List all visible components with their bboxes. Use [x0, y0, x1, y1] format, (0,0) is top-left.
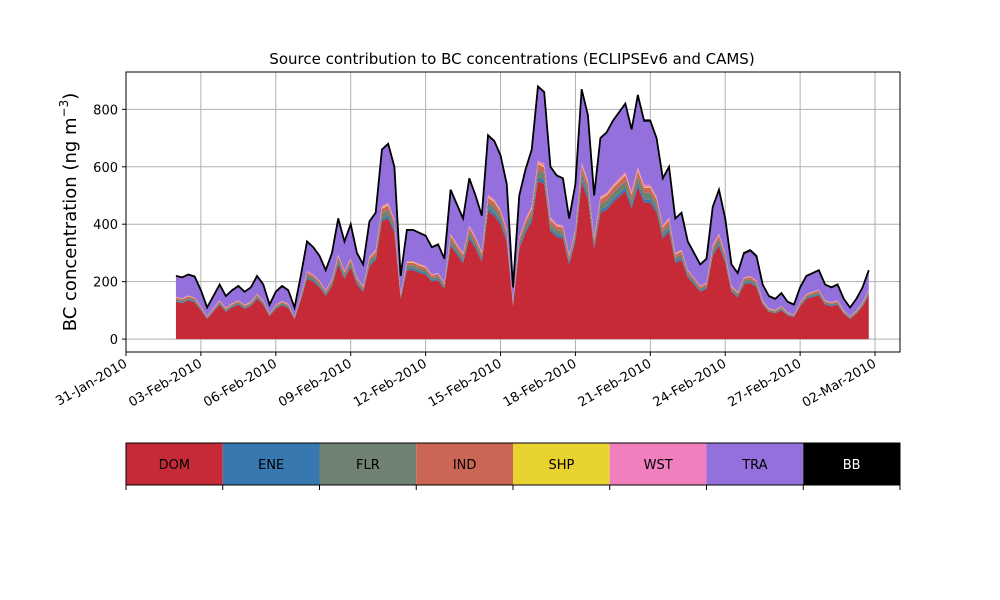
legend-swatch-flr: [319, 443, 417, 485]
x-tick-label: 15-Feb-2010: [426, 356, 505, 410]
legend-swatch-ind: [416, 443, 513, 485]
legend-colorbar: DOM ENE FLR IND SHP WST TRA BB: [125, 442, 901, 490]
stacked-areas: [175, 85, 869, 340]
x-tick-label: 27-Feb-2010: [726, 356, 805, 410]
x-tick-label: 21-Feb-2010: [576, 356, 655, 410]
legend-label-tra: TRA: [741, 458, 767, 473]
y-tick-label: 800: [93, 103, 118, 118]
legend-label-dom: DOM: [159, 458, 190, 473]
legend-swatch-bb: [803, 443, 900, 485]
x-tick-label: 24-Feb-2010: [651, 356, 730, 410]
total-line: [175, 84, 870, 311]
legend-swatch-shp: [513, 443, 610, 485]
legend-swatch-wst: [609, 443, 707, 485]
legend-label-flr: FLR: [356, 458, 380, 473]
x-axis-ticks: 31-Jan-201003-Feb-201006-Feb-201009-Feb-…: [53, 352, 879, 411]
legend-label-ind: IND: [453, 458, 477, 473]
area-dom: [175, 181, 869, 340]
plot-area: 0 200 400 600 800 31-Jan-201003-Feb-201006-F…: [53, 71, 901, 411]
y-axis-label: BC concentration (ng m−3): [57, 93, 81, 332]
x-tick-label: 02-Mar-2010: [800, 356, 879, 410]
x-tick-label: 31-Jan-2010: [53, 356, 130, 409]
area-tra: [175, 87, 869, 317]
x-tick-label: 09-Feb-2010: [276, 356, 355, 410]
y-axis-label-close: ): [60, 93, 81, 100]
x-tick-label: 03-Feb-2010: [126, 356, 205, 410]
x-tick-label: 12-Feb-2010: [351, 356, 430, 410]
legend-swatch-dom: [126, 443, 223, 485]
y-axis-label-superscript: −3: [57, 100, 71, 118]
legend-label-shp: SHP: [548, 458, 574, 473]
y-axis-label-main: BC concentration (ng m: [60, 117, 81, 331]
y-tick-label: 600: [93, 161, 118, 176]
legend-label-bb: BB: [843, 458, 861, 473]
y-tick-label: 0: [110, 333, 118, 348]
legend-swatch-ene: [222, 443, 320, 485]
legend-label-wst: WST: [644, 458, 673, 473]
y-axis-ticks: 0 200 400 600 800: [93, 103, 126, 348]
legend-label-ene: ENE: [258, 458, 284, 473]
chart-title: Source contribution to BC concentrations…: [269, 50, 754, 68]
x-tick-label: 06-Feb-2010: [201, 356, 280, 410]
y-tick-label: 400: [93, 218, 118, 233]
x-tick-label: 18-Feb-2010: [501, 356, 580, 410]
plot-frame: [125, 71, 901, 353]
y-tick-label: 200: [93, 276, 118, 291]
legend-swatch-tra: [706, 443, 804, 485]
